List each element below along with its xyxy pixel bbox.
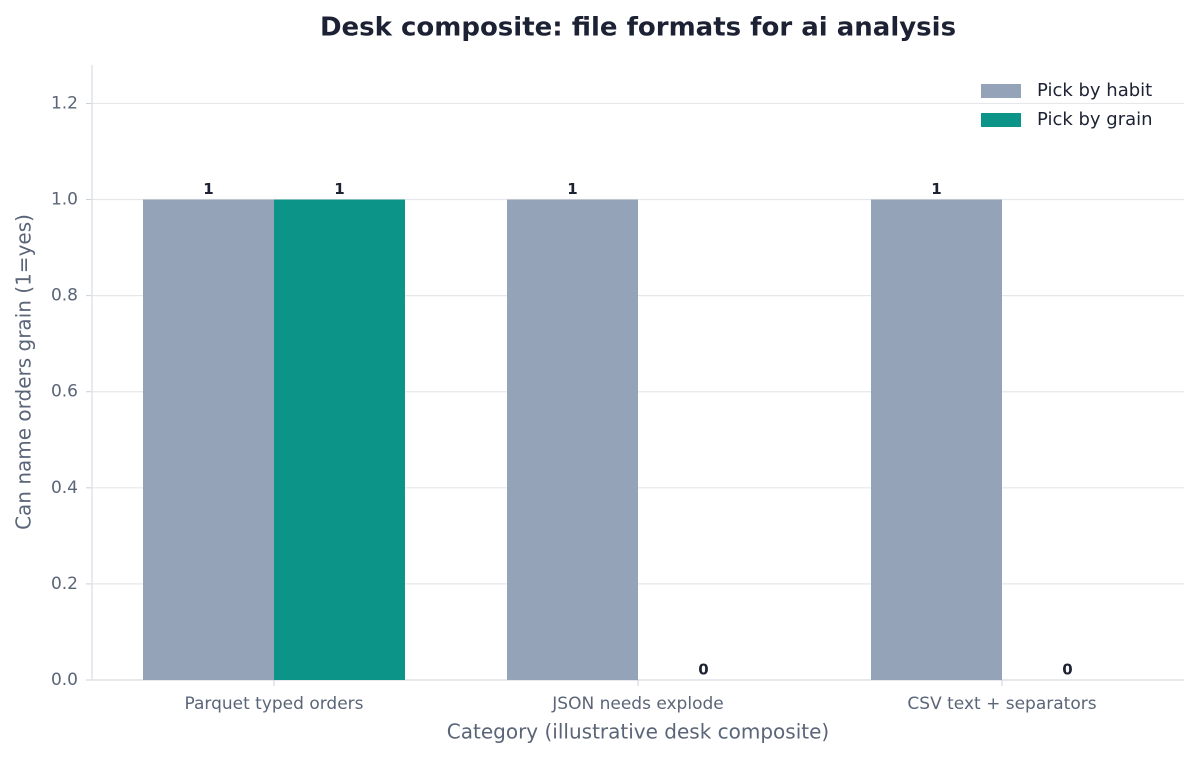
bar [143, 199, 274, 680]
y-tick-label: 0.0 [51, 670, 78, 690]
y-axis-label: Can name orders grain (1=yes) [12, 214, 36, 530]
value-label: 1 [567, 180, 577, 198]
bar [871, 199, 1002, 680]
value-label: 1 [203, 180, 213, 198]
x-tick-label: CSV text + separators [907, 694, 1096, 714]
legend-label: Pick by grain [1037, 109, 1153, 130]
value-label: 0 [1062, 661, 1072, 679]
legend-swatch [981, 113, 1021, 127]
value-label: 1 [334, 180, 344, 198]
value-label: 1 [931, 180, 941, 198]
y-tick-label: 0.8 [51, 286, 78, 306]
chart-title: Desk composite: file formats for ai anal… [320, 13, 956, 43]
y-tick-label: 0.6 [51, 382, 78, 402]
legend-label: Pick by habit [1037, 80, 1152, 101]
x-tick-label: JSON needs explode [551, 694, 723, 714]
y-tick-label: 0.4 [51, 478, 78, 498]
bar [507, 199, 638, 680]
y-tick-label: 0.2 [51, 574, 78, 594]
legend-swatch [981, 84, 1021, 98]
x-tick-label: Parquet typed orders [184, 694, 363, 714]
y-tick-label: 1.0 [51, 190, 78, 210]
value-label: 0 [698, 661, 708, 679]
y-tick-label: 1.2 [51, 93, 78, 113]
bar [274, 199, 405, 680]
x-axis-label: Category (illustrative desk composite) [447, 720, 829, 744]
